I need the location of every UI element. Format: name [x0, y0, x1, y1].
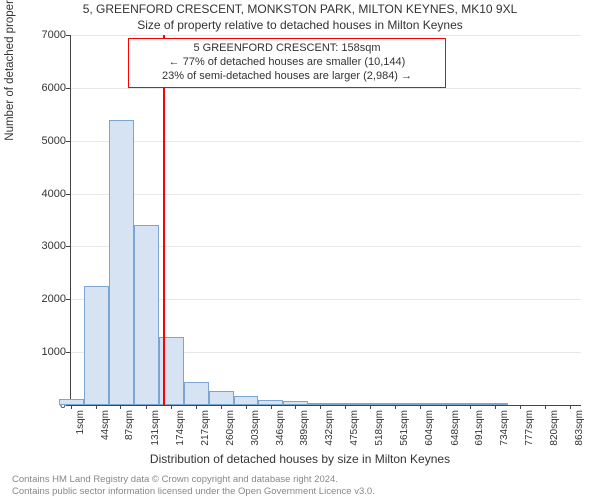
property-marker-line: [163, 35, 165, 405]
y-tick-label: 3000: [20, 240, 66, 252]
y-tick-mark: [66, 88, 70, 89]
x-tick-mark: [570, 405, 571, 409]
histogram-bar: [483, 403, 508, 405]
y-axis-label: Number of detached properties: [4, 0, 16, 141]
x-tick-mark: [295, 405, 296, 409]
x-tick-label: 346sqm: [275, 410, 286, 460]
histogram-bar: [383, 403, 408, 405]
y-tick-mark: [66, 352, 70, 353]
y-tick-mark: [66, 246, 70, 247]
page-subtitle: Size of property relative to detached ho…: [0, 18, 600, 32]
y-tick-mark: [66, 405, 70, 406]
x-tick-mark: [446, 405, 447, 409]
caption-smaller-pct: ← 77% of detached houses are smaller (10…: [135, 55, 439, 69]
x-tick-label: 820sqm: [549, 410, 560, 460]
chart-container: 5, GREENFORD CRESCENT, MONKSTON PARK, MI…: [0, 0, 600, 500]
x-tick-label: 604sqm: [424, 410, 435, 460]
x-tick-mark: [221, 405, 222, 409]
x-tick-mark: [370, 405, 371, 409]
histogram-bar: [184, 382, 209, 405]
x-tick-mark: [71, 405, 72, 409]
y-tick-mark: [66, 194, 70, 195]
x-tick-label: 303sqm: [250, 410, 261, 460]
x-tick-mark: [196, 405, 197, 409]
x-tick-label: 475sqm: [349, 410, 360, 460]
plot-area: [70, 35, 581, 406]
x-tick-mark: [545, 405, 546, 409]
y-tick-label: 2000: [20, 293, 66, 305]
footer-attribution: Contains HM Land Registry data © Crown c…: [12, 474, 375, 498]
gridline: [71, 194, 581, 195]
x-tick-label: 87sqm: [124, 410, 135, 460]
caption-property-size: 5 GREENFORD CRESCENT: 158sqm: [135, 41, 439, 55]
x-tick-mark: [395, 405, 396, 409]
x-tick-label: 518sqm: [374, 410, 385, 460]
histogram-bar: [333, 403, 358, 405]
y-tick-mark: [66, 35, 70, 36]
x-tick-label: 691sqm: [474, 410, 485, 460]
histogram-bar: [234, 396, 259, 405]
x-tick-label: 863sqm: [574, 410, 585, 460]
x-tick-mark: [271, 405, 272, 409]
histogram-bar: [134, 225, 159, 405]
histogram-plot: [70, 35, 580, 405]
y-tick-mark: [66, 299, 70, 300]
y-tick-label: 5000: [20, 135, 66, 147]
footer-line-2: Contains public sector information licen…: [12, 486, 375, 498]
x-tick-mark: [320, 405, 321, 409]
y-tick-label: 6000: [20, 82, 66, 94]
x-tick-mark: [120, 405, 121, 409]
histogram-bar: [209, 391, 234, 405]
x-tick-label: 432sqm: [324, 410, 335, 460]
caption-larger-pct: 23% of semi-detached houses are larger (…: [135, 69, 439, 83]
histogram-bar: [109, 120, 134, 405]
x-tick-mark: [470, 405, 471, 409]
histogram-bar: [84, 286, 109, 405]
x-tick-mark: [171, 405, 172, 409]
x-tick-label: 734sqm: [499, 410, 510, 460]
y-tick-mark: [66, 141, 70, 142]
x-tick-label: 1sqm: [75, 410, 86, 460]
x-tick-label: 217sqm: [200, 410, 211, 460]
y-tick-label: 7000: [20, 29, 66, 41]
gridline: [71, 141, 581, 142]
histogram-bar: [408, 403, 433, 405]
x-tick-mark: [345, 405, 346, 409]
x-tick-label: 131sqm: [150, 410, 161, 460]
x-tick-label: 44sqm: [100, 410, 111, 460]
y-tick-label: 4000: [20, 188, 66, 200]
histogram-bar: [433, 403, 458, 405]
x-tick-mark: [520, 405, 521, 409]
histogram-bar: [283, 401, 308, 405]
property-caption-box: 5 GREENFORD CRESCENT: 158sqm ← 77% of de…: [128, 38, 446, 88]
x-tick-label: 260sqm: [225, 410, 236, 460]
x-tick-label: 648sqm: [450, 410, 461, 460]
y-tick-label: 1000: [20, 346, 66, 358]
x-tick-mark: [246, 405, 247, 409]
x-tick-label: 389sqm: [299, 410, 310, 460]
x-tick-mark: [495, 405, 496, 409]
x-tick-mark: [146, 405, 147, 409]
x-tick-label: 777sqm: [524, 410, 535, 460]
histogram-bar: [458, 403, 483, 405]
gridline: [71, 35, 581, 36]
x-tick-label: 561sqm: [399, 410, 410, 460]
x-tick-mark: [96, 405, 97, 409]
histogram-bar: [358, 403, 383, 405]
histogram-bar: [258, 400, 283, 405]
x-tick-mark: [420, 405, 421, 409]
footer-line-1: Contains HM Land Registry data © Crown c…: [12, 474, 375, 486]
histogram-bar: [59, 399, 84, 405]
histogram-bar: [308, 403, 333, 405]
page-title: 5, GREENFORD CRESCENT, MONKSTON PARK, MI…: [0, 2, 600, 16]
x-tick-label: 174sqm: [175, 410, 186, 460]
